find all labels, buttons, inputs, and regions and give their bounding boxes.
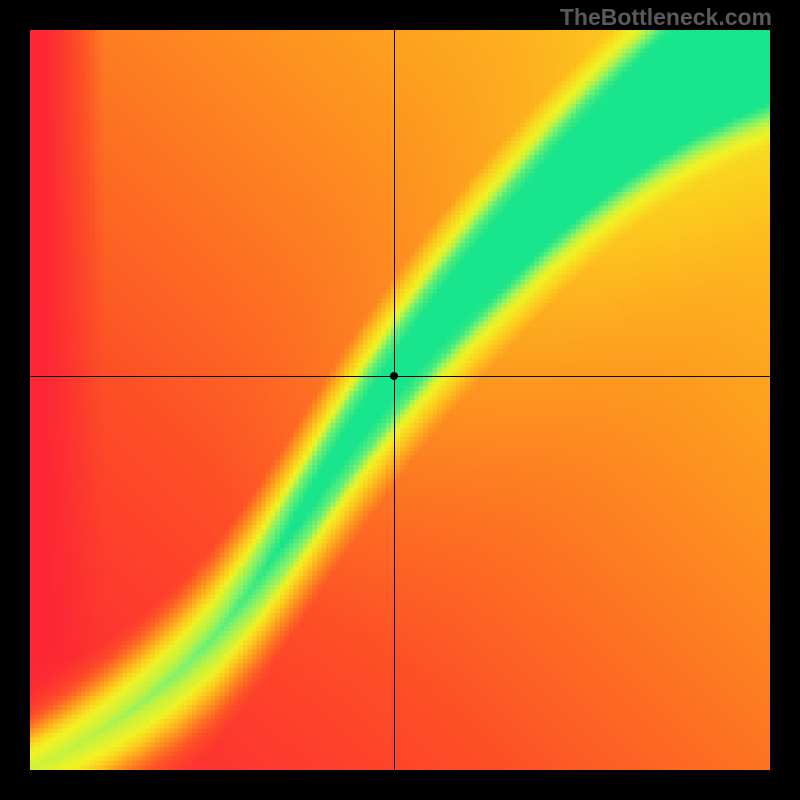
bottleneck-heatmap [30,30,770,770]
crosshair-vertical [394,30,395,770]
crosshair-horizontal [30,376,770,377]
chart-container: TheBottleneck.com [0,0,800,800]
watermark-text: TheBottleneck.com [560,4,772,31]
